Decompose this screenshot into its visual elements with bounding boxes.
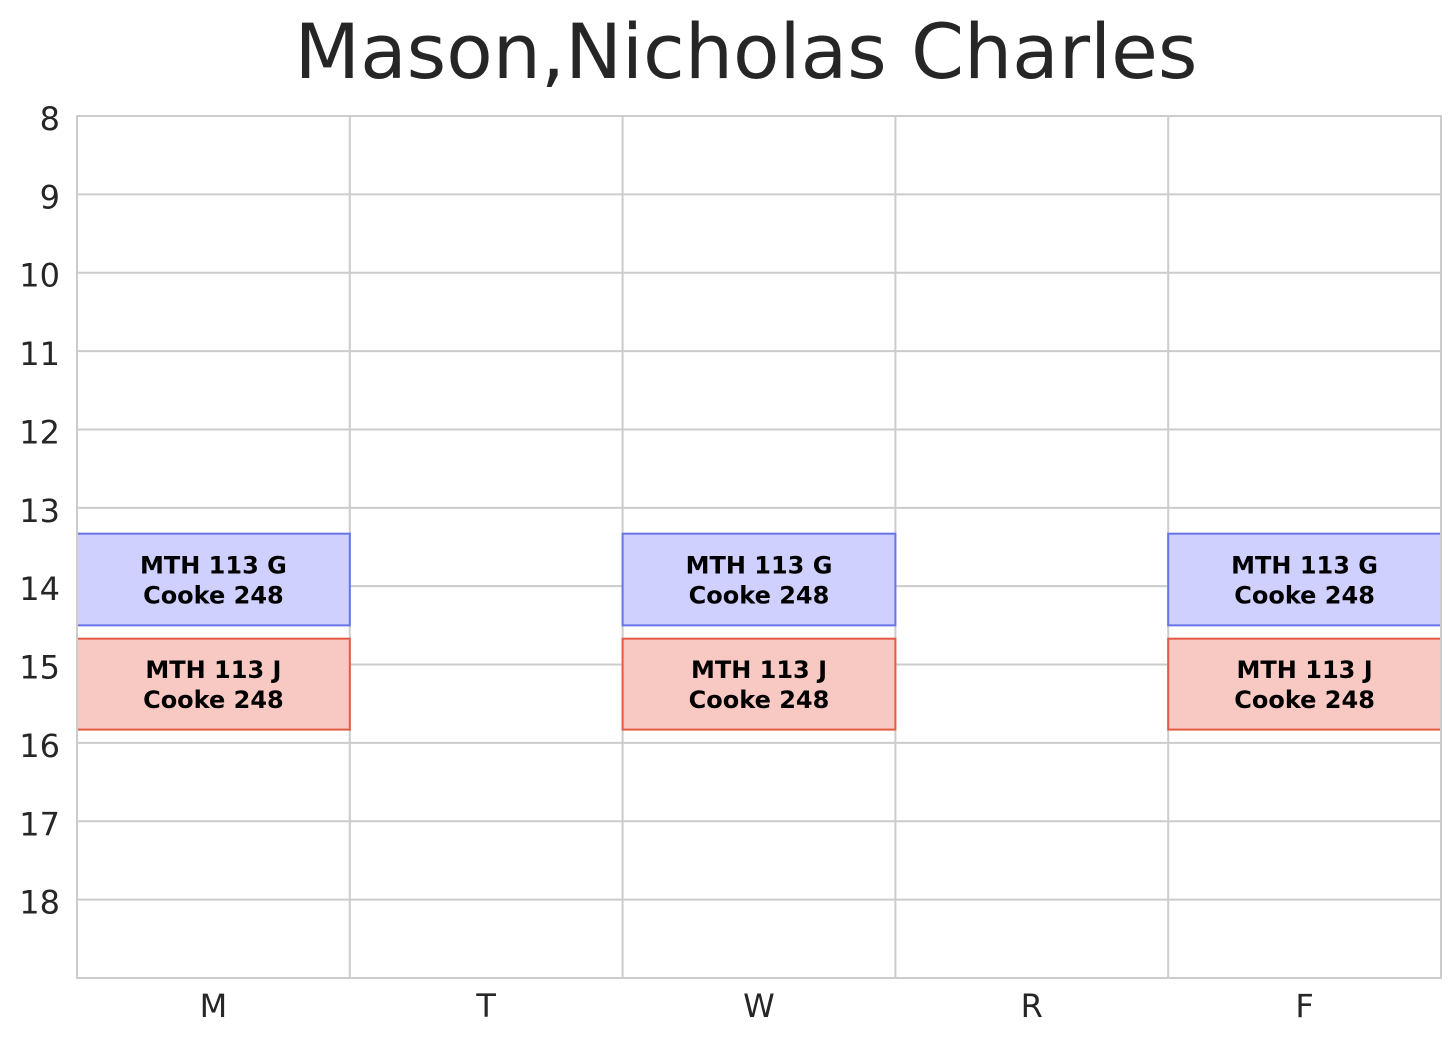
class-block-course: MTH 113 J	[691, 656, 827, 684]
plot-frame	[76, 115, 1442, 979]
class-block-rect	[1167, 637, 1442, 731]
y-tick-label: 10	[19, 257, 60, 295]
x-tick-label: M	[200, 987, 228, 1025]
class-block-room: Cooke 248	[143, 686, 284, 714]
class-block-rect	[1167, 532, 1442, 627]
class-block-room: Cooke 248	[689, 582, 830, 610]
class-block-course: MTH 113 J	[145, 656, 281, 684]
x-tick-label: T	[475, 987, 496, 1025]
y-tick-labels: 8 9 10 11 12 13 14 15 16 17 18	[19, 100, 60, 922]
y-tick-label: 13	[19, 492, 60, 530]
y-tick-label: 12	[19, 413, 60, 451]
y-tick-label: 17	[19, 805, 60, 843]
y-tick-label: 14	[19, 570, 60, 608]
x-tick-label: F	[1295, 987, 1313, 1025]
chart-title: Mason,Nicholas Charles	[295, 7, 1198, 96]
class-block-room: Cooke 248	[1234, 686, 1375, 714]
y-tick-label: 15	[19, 649, 60, 687]
class-block-rect	[621, 532, 897, 627]
class-block-room: Cooke 248	[689, 686, 830, 714]
class-block-course: MTH 113 J	[1237, 656, 1373, 684]
class-block-course: MTH 113 G	[140, 552, 287, 580]
y-tick-label: 8	[40, 100, 60, 138]
x-tick-label: W	[743, 987, 775, 1025]
x-tick-label: R	[1021, 987, 1043, 1025]
class-block-rect	[76, 637, 351, 731]
class-block-room: Cooke 248	[143, 582, 284, 610]
class-block-course: MTH 113 G	[686, 552, 833, 580]
y-tick-label: 9	[40, 178, 60, 216]
class-block-rect	[621, 637, 897, 731]
y-tick-label: 11	[19, 335, 60, 373]
y-tick-label: 16	[19, 727, 60, 765]
class-block-course: MTH 113 G	[1231, 552, 1378, 580]
y-tick-label: 18	[19, 884, 60, 922]
class-block-room: Cooke 248	[1234, 582, 1375, 610]
